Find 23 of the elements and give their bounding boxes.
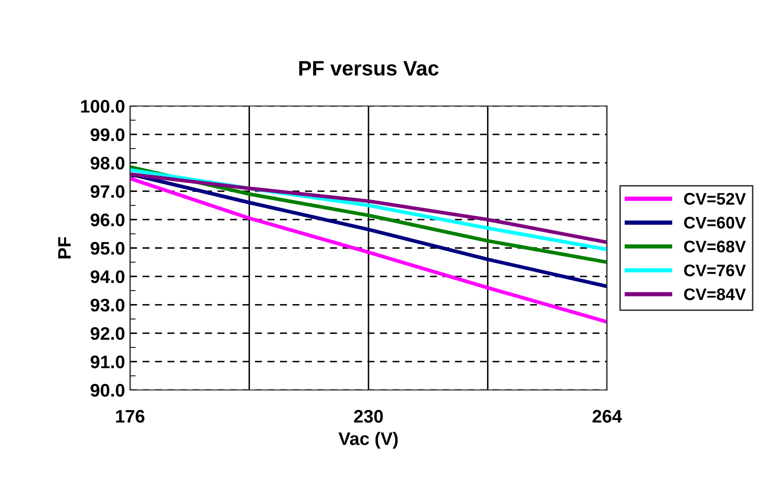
y-axis-title: PF bbox=[58, 237, 71, 258]
y-tick-label: 97.0 bbox=[90, 185, 124, 198]
y-tick-label: 96.0 bbox=[90, 214, 124, 226]
y-tick-label: 90.0 bbox=[90, 384, 124, 397]
x-tick-label: 264 bbox=[592, 410, 622, 423]
legend-label: CV=84V bbox=[684, 288, 746, 300]
chart-title: PF versus Vac bbox=[299, 61, 439, 76]
x-axis-title: Vac (V) bbox=[338, 432, 398, 449]
y-tick-label: 98.0 bbox=[90, 156, 124, 170]
x-tick-label: 230 bbox=[354, 410, 383, 423]
y-tick-label: 100.0 bbox=[81, 100, 124, 113]
line-series bbox=[130, 176, 607, 324]
y-tick-label: 91.0 bbox=[90, 356, 124, 368]
y-tick-label: 92.0 bbox=[90, 327, 124, 340]
x-tick-label: 176 bbox=[116, 410, 144, 423]
legend-label: CV=60V bbox=[684, 216, 746, 229]
legend-label: CV=68V bbox=[684, 240, 746, 252]
y-tick-label: 94.0 bbox=[90, 270, 124, 284]
legend-label: CV=52V bbox=[684, 192, 746, 205]
y-tick-label: 93.0 bbox=[90, 298, 124, 312]
y-tick-label: 95.0 bbox=[90, 242, 124, 255]
y-tick-label: 99.0 bbox=[90, 128, 124, 142]
legend-label: CV=76V bbox=[684, 264, 746, 276]
